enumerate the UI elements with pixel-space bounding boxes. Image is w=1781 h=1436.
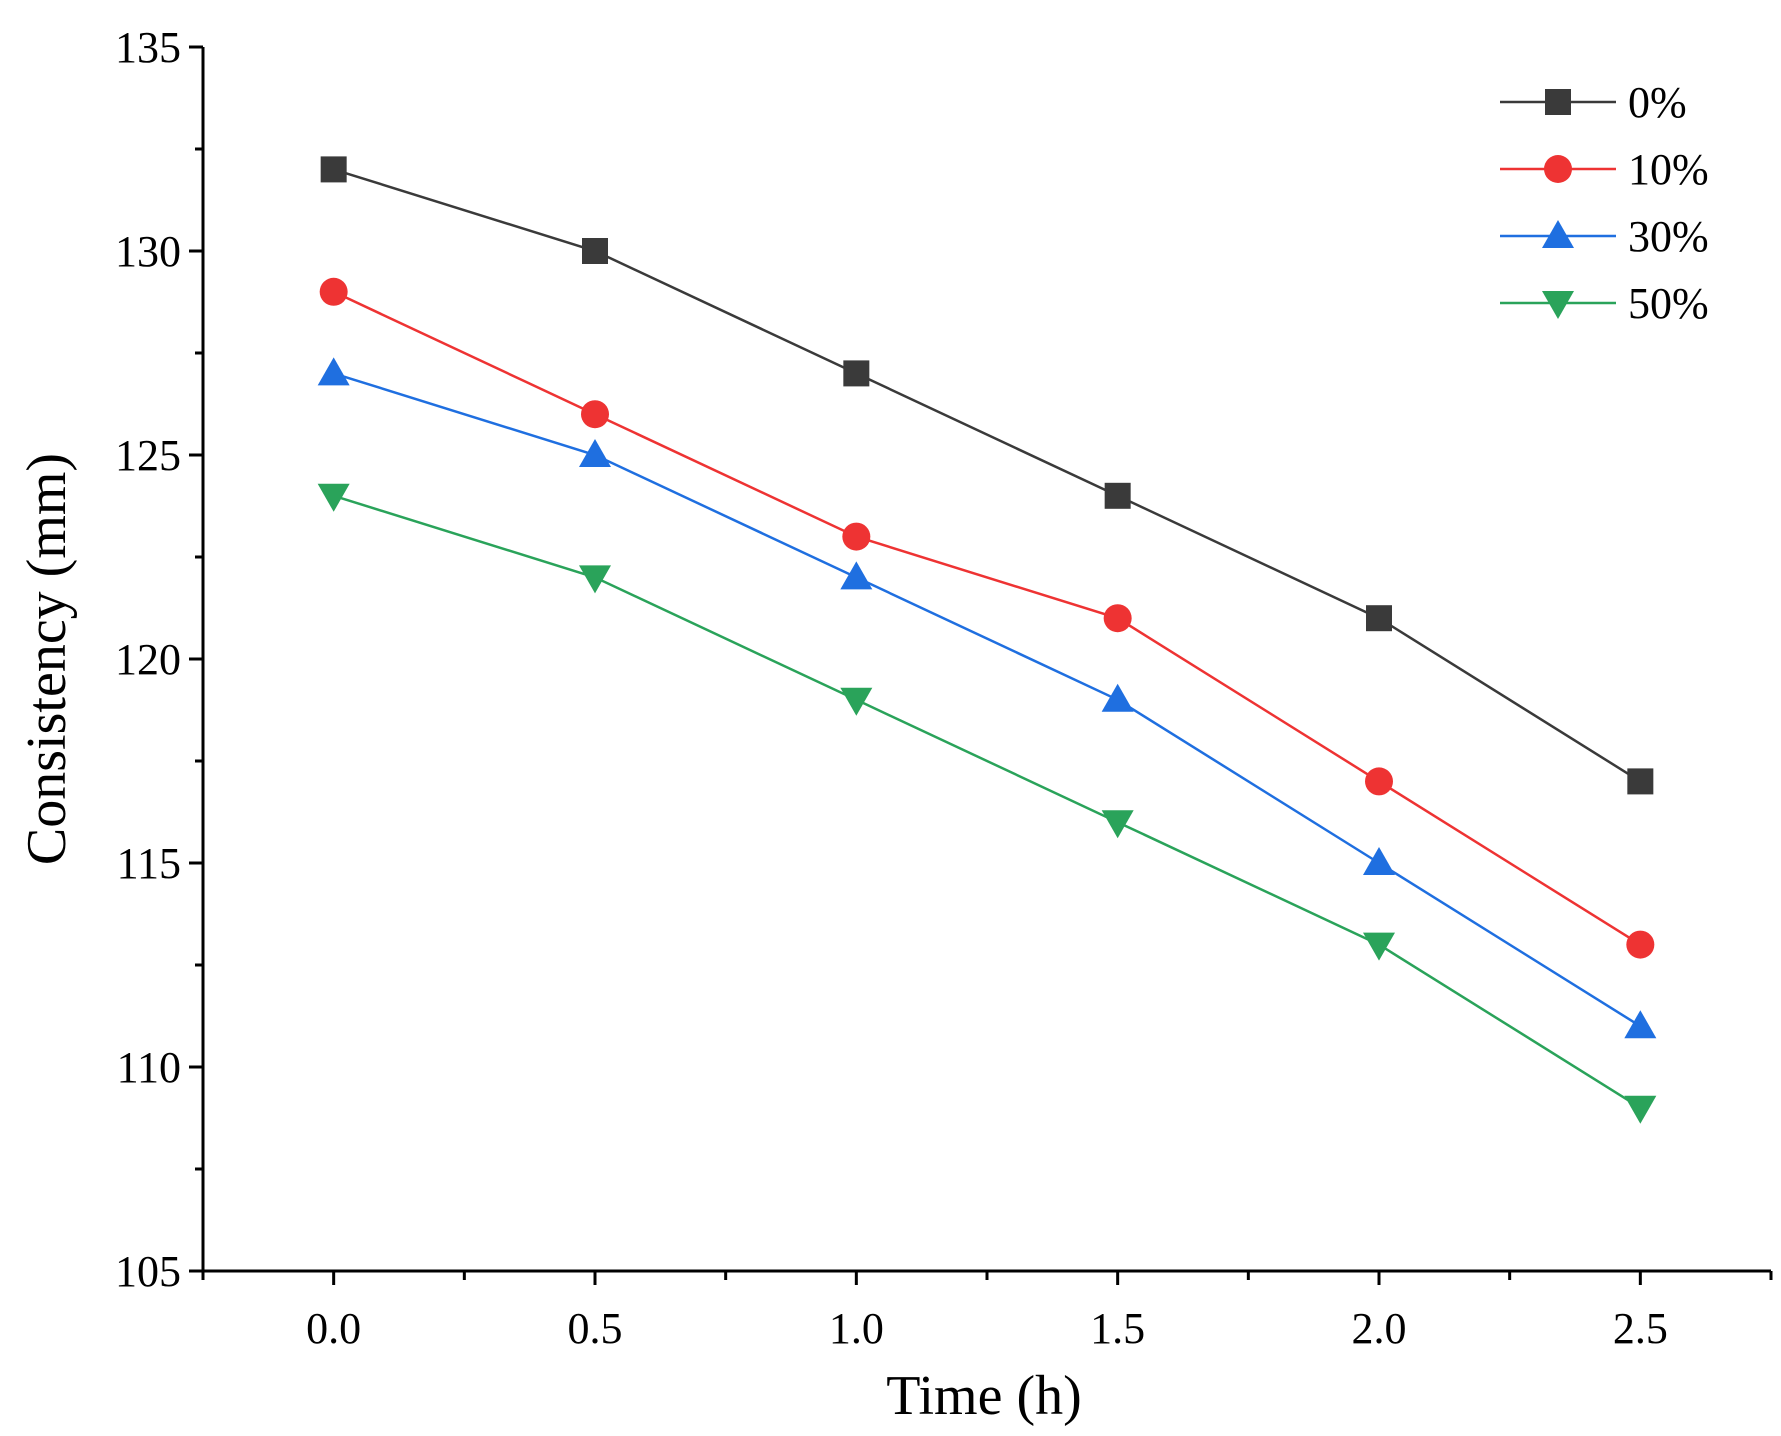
y-tick-label: 130 [115,227,181,276]
data-point [1101,683,1134,712]
series-1 [320,156,1654,795]
series-line [333,494,1641,1109]
legend-label: 0% [1628,78,1687,127]
data-point [320,156,347,183]
y-tick-label: 105 [115,1247,181,1296]
legend-label: 30% [1628,212,1709,261]
data-point [1627,768,1654,795]
x-axis-title: Time (h) [886,1365,1082,1427]
series-4 [317,483,1657,1124]
legend-label: 50% [1628,279,1709,328]
data-point [1626,930,1655,959]
y-tick-label: 115 [117,839,181,888]
x-tick-label: 0.0 [306,1304,361,1353]
x-tick-label: 1.0 [829,1304,884,1353]
series-3 [317,357,1657,1039]
legend-item: 50% [1500,279,1709,328]
legend-marker [1542,291,1574,319]
legend-item: 10% [1500,145,1709,194]
y-axis-title: Consistency (mm) [16,453,78,865]
legend: 0% 10% 30% 50% [1500,78,1709,328]
series-layer [317,156,1657,1124]
data-point [317,483,350,512]
legend-marker [1545,89,1571,115]
series-line [333,168,1641,783]
legend-marker [1542,220,1574,248]
series-line [333,290,1641,946]
legend-item: 30% [1500,212,1709,261]
data-point [579,439,611,467]
data-point [1363,932,1395,961]
data-point [319,277,348,306]
y-tick-label: 110 [117,1043,181,1092]
data-point [1363,847,1395,875]
data-point [1101,810,1134,839]
data-point [1104,482,1131,509]
x-tick-label: 2.5 [1613,1304,1668,1353]
data-point [1365,767,1393,796]
data-point [1366,605,1392,632]
data-point [843,360,870,387]
data-point [582,238,608,264]
y-tick-label: 125 [115,431,181,480]
legend-marker [1544,155,1572,183]
data-point [1103,604,1132,633]
y-tick-label: 120 [115,635,181,684]
data-point [581,400,609,429]
data-point [579,565,611,594]
data-point [317,357,350,386]
data-point [842,522,871,551]
axes-layer: 105 110 115 120 125 130 135 0.0 0.5 1.0 1.5 2.0 2.5 T… [16,23,1773,1427]
data-point [840,687,873,716]
legend-item: 0% [1500,78,1687,127]
series-2 [319,277,1655,959]
y-tick-label: 135 [115,23,181,72]
legend-label: 10% [1628,145,1709,194]
data-point [1624,1095,1657,1124]
x-tick-label: 1.5 [1090,1304,1145,1353]
x-tick-label: 0.5 [568,1304,623,1353]
data-point [1624,1010,1657,1039]
series-line [333,372,1641,1028]
data-point [840,561,873,590]
x-tick-label: 2.0 [1352,1304,1407,1353]
